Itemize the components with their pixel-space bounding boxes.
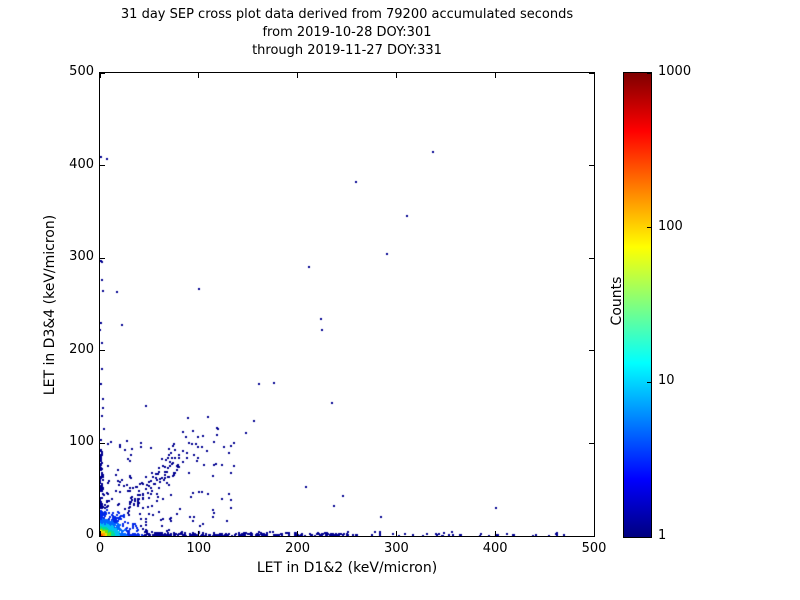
x-tick-label: 400	[482, 541, 508, 556]
x-tick-top	[198, 73, 200, 78]
y-tick-right	[589, 535, 594, 537]
y-axis-label: LET in D3&4 (keV/micron)	[42, 214, 58, 396]
x-tick	[395, 531, 397, 536]
x-tick-label: 0	[95, 541, 105, 556]
x-tick-top	[494, 73, 496, 78]
y-tick-right	[589, 165, 594, 167]
colorbar	[623, 72, 652, 538]
title-line-3: through 2019-11-27 DOY:331	[252, 43, 442, 58]
colorbar-tick	[647, 227, 651, 229]
y-tick	[100, 442, 105, 444]
x-tick	[297, 531, 299, 536]
y-tick-right	[589, 442, 594, 444]
x-tick	[99, 531, 101, 536]
y-tick	[100, 165, 105, 167]
y-tick-label: 200	[69, 341, 94, 357]
colorbar-tick-label: 10	[658, 373, 675, 389]
colorbar-tick	[647, 536, 651, 538]
x-tick-top	[99, 73, 101, 78]
colorbar-tick	[647, 381, 651, 383]
y-tick-label: 300	[69, 249, 94, 265]
plot-area	[99, 72, 595, 537]
x-tick	[198, 531, 200, 536]
x-tick-top	[297, 73, 299, 78]
y-tick-label: 100	[69, 434, 94, 450]
x-tick-label: 200	[285, 541, 310, 556]
title-line-2: from 2019-10-28 DOY:301	[262, 25, 432, 40]
x-tick-label: 300	[383, 541, 409, 556]
colorbar-tick-label: 1	[658, 528, 667, 543]
x-tick	[494, 531, 496, 536]
x-tick-label: 100	[186, 541, 212, 556]
title-line-1: 31 day SEP cross plot data derived from …	[120, 7, 574, 22]
x-tick	[593, 531, 595, 536]
x-axis-label: LET in D1&2 (keV/micron)	[256, 560, 438, 576]
y-tick-right	[589, 350, 594, 352]
chart-title: 31 day SEP cross plot data derived from …	[99, 6, 595, 60]
y-tick	[100, 535, 105, 537]
y-tick-label: 500	[69, 64, 94, 79]
x-tick-label: 500	[581, 541, 607, 556]
x-tick-top	[395, 73, 397, 78]
colorbar-label: Counts	[609, 276, 625, 326]
y-tick	[100, 72, 105, 74]
x-tick-top	[593, 73, 595, 78]
y-tick-right	[589, 72, 594, 74]
colorbar-gradient	[624, 73, 651, 537]
y-tick	[100, 350, 105, 352]
y-tick-right	[589, 257, 594, 259]
colorbar-tick	[647, 72, 651, 74]
y-tick	[100, 257, 105, 259]
y-tick-label: 400	[69, 156, 94, 172]
colorbar-tick-label: 1000	[658, 64, 692, 79]
y-tick-label: 0	[85, 527, 94, 542]
scatter-canvas	[100, 73, 594, 536]
colorbar-tick-label: 100	[658, 218, 683, 234]
